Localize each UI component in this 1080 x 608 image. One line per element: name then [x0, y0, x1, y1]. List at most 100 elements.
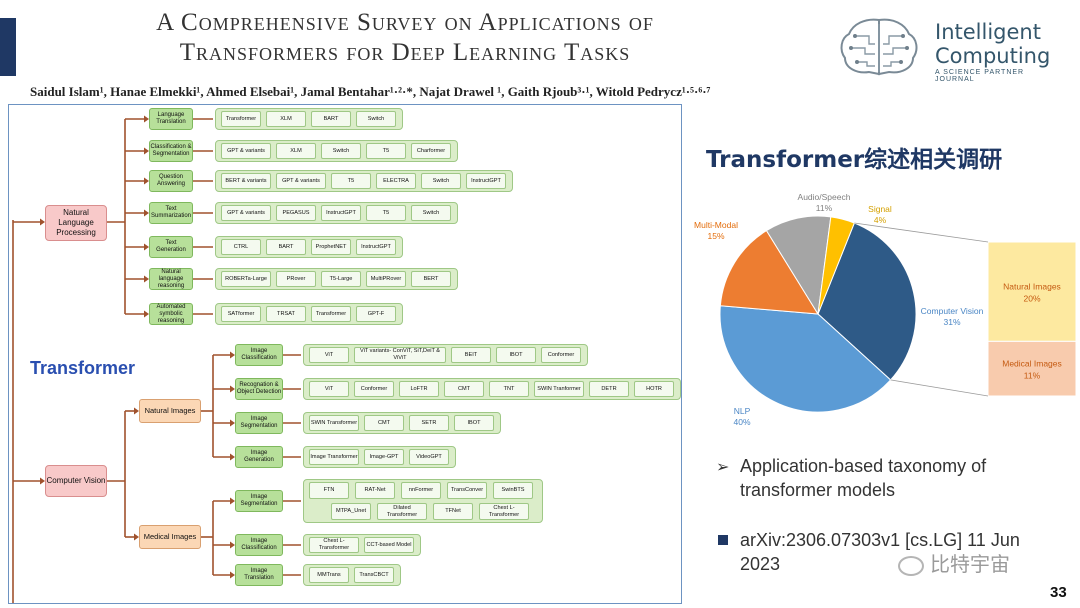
cv-arrowhead: [40, 477, 45, 485]
arrow-bullet-icon: ➢: [716, 459, 730, 476]
breakdown-bar-medical-images: [987, 340, 1077, 397]
nlp-task-arrowhead: [144, 243, 149, 251]
pie-slice-audio-speech: [765, 215, 832, 316]
model-box: T5-Large: [321, 271, 361, 287]
model-box: GPT & variants: [221, 143, 271, 159]
natural-task-3-label: Image Generation: [244, 450, 274, 463]
watermark-text: 比特宇宙: [930, 554, 1010, 576]
medical-task-arrowhead: [230, 497, 235, 505]
natural-task-arrowhead: [230, 385, 235, 393]
nlp-task-arrowhead: [144, 177, 149, 185]
nlp-task-5-label: Natural language reasoning: [157, 268, 185, 289]
model-box: PRover: [276, 271, 316, 287]
nlp-task-1: Classification & Segmentation: [149, 140, 193, 162]
model-box: Switch: [421, 173, 461, 189]
breakdown-bar-natural-images: [987, 241, 1077, 342]
model-box: ViT variants- ConViT, SiT,DeiT & ViViT: [354, 347, 446, 363]
square-bullet-icon: [718, 535, 728, 545]
paper-title: A Comprehensive Survey on Applications o…: [60, 8, 750, 68]
model-box: InstructGPT: [321, 205, 361, 221]
model-box: Switch: [411, 205, 451, 221]
subcategory-natural-images: Natural Images: [139, 399, 201, 423]
model-box: HOTR: [634, 381, 674, 397]
model-box: GPT-F: [356, 306, 396, 322]
model-box: SATformer: [221, 306, 261, 322]
logo-text-line1: Intelligent: [935, 20, 1041, 44]
model-box: T5: [366, 143, 406, 159]
model-box: MTPA_Unet: [331, 503, 371, 520]
model-box: ProphetNET: [311, 239, 351, 255]
medical-task-1: Image Classification: [235, 534, 283, 556]
pie-label-signal: Signal: [868, 204, 892, 214]
nlp-task-2-label: Question Answering: [156, 174, 185, 187]
natural-task-2: Image Segmentation: [235, 412, 283, 434]
pie-slice-computer-vision: [817, 222, 917, 381]
bullet-arxiv: arXiv:2306.07303v1 [cs.LG] 11 Jun 2023: [716, 528, 1036, 576]
pie-slice-nlp: [719, 305, 892, 413]
natural-task-3: Image Generation: [235, 446, 283, 468]
pie-value-audio-speech: 11%: [816, 203, 833, 213]
nlp-task-arrowhead: [144, 310, 149, 318]
bullet-taxonomy-text: Application-based taxonomy of transforme…: [740, 456, 987, 500]
medical-task-1-label: Image Classification: [241, 538, 277, 551]
category-cv: Computer Vision: [45, 465, 107, 497]
logo-subtitle: A SCIENCE PARTNER JOURNAL: [935, 69, 1025, 83]
breakdown-connector-1: [890, 379, 989, 397]
model-box: Charformer: [411, 143, 451, 159]
natural-task-0: Image Classification: [235, 344, 283, 366]
model-box: CTRL: [221, 239, 261, 255]
nlp-task-4-label: Text Generation: [156, 240, 186, 253]
model-box: Conformer: [541, 347, 581, 363]
breakdown-label-medical-images: Medical Images: [1002, 359, 1062, 369]
model-box: BERT & variants: [221, 173, 271, 189]
model-box: ROBERTa-Large: [221, 271, 271, 287]
natural-task-arrowhead: [230, 351, 235, 359]
subcategory-medical-images-label: Medical Images: [143, 532, 197, 542]
medical-task-2-label: Image Translation: [244, 568, 274, 581]
model-box: IBOT: [496, 347, 536, 363]
model-box: MultiPRover: [366, 271, 406, 287]
medical-task-0: Image Segmentation: [235, 490, 283, 512]
nlp-task-6-label: Automated symbolic reasoning: [156, 303, 186, 324]
model-box: SWIN Tranformer: [534, 381, 584, 397]
subcategory-medical-images: Medical Images: [139, 525, 201, 549]
model-box: TransConver: [447, 482, 487, 499]
model-box: BEIT: [451, 347, 491, 363]
category-nlp-label: Natural Language Processing: [56, 208, 96, 237]
natural-task-2-label: Image Segmentation: [240, 416, 278, 429]
category-nlp: Natural Language Processing: [45, 205, 107, 241]
model-box: Transformer: [311, 306, 351, 322]
pie-value-nlp: 40%: [733, 417, 750, 427]
journal-logo: Intelligent Computing A SCIENCE PARTNER …: [835, 14, 1065, 84]
model-box: CMT: [364, 415, 404, 431]
model-box: TFNet: [433, 503, 473, 520]
pie-value-signal: 4%: [874, 215, 887, 225]
model-box: TNT: [489, 381, 529, 397]
nlp-task-3: Text Summarization: [149, 202, 193, 224]
bullet-arxiv-text: arXiv:2306.07303v1 [cs.LG] 11 Jun 2023: [740, 530, 1020, 574]
nlp-task-5: Natural language reasoning: [149, 268, 193, 290]
brain-circuit-icon: [840, 18, 918, 76]
model-box: VideoGPT: [409, 449, 449, 465]
medical-task-arrowhead: [230, 541, 235, 549]
pie-value-computer-vision: 31%: [943, 317, 960, 327]
model-box: IBOT: [454, 415, 494, 431]
model-box: T5: [331, 173, 371, 189]
medical-task-0-label: Image Segmentation: [240, 494, 278, 507]
pie-label-nlp: NLP: [734, 406, 751, 416]
natural-task-0-label: Image Classification: [241, 348, 277, 361]
model-box: Chest L-Transformer: [479, 503, 529, 520]
pie-slice-multi-modal: [719, 229, 819, 315]
model-box: Switch: [356, 111, 396, 127]
model-box: TRSAT: [266, 306, 306, 322]
paper-authors: Saidul Islam¹, Hanae Elmekki¹, Ahmed Els…: [30, 84, 711, 99]
model-box: CMT: [444, 381, 484, 397]
medical-task-2: Image Translation: [235, 564, 283, 586]
model-box: RAT-Net: [355, 482, 395, 499]
model-box: XLM: [266, 111, 306, 127]
natural-task-arrowhead: [230, 453, 235, 461]
model-box: PEGASUS: [276, 205, 316, 221]
nlp-arrowhead: [40, 218, 45, 226]
category-cv-label: Computer Vision: [46, 476, 106, 485]
breakdown-value-medical-images: 11%: [1024, 371, 1041, 381]
